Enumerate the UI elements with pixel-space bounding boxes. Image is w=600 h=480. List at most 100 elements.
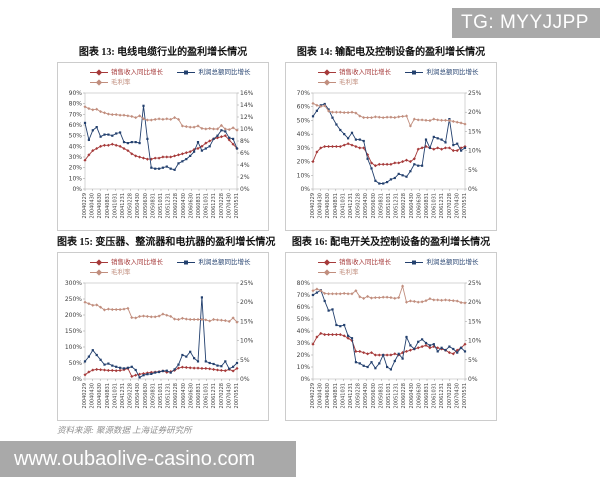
data-point-marker — [385, 353, 389, 357]
data-point-marker — [350, 337, 354, 340]
data-point-marker — [385, 162, 389, 166]
data-point-marker — [204, 366, 208, 370]
data-point-marker — [432, 135, 435, 138]
data-point-marker — [420, 300, 424, 304]
data-point-marker — [452, 347, 455, 351]
data-point-marker — [447, 298, 451, 302]
right-axis-tick-label: 10% — [240, 126, 254, 133]
data-point-marker — [138, 142, 141, 145]
left-axis-tick-label: 70% — [297, 292, 311, 299]
chart-legend: 销售收入同比增长 利润总额同比增长 毛利率 — [58, 67, 268, 87]
data-point-marker — [432, 298, 436, 302]
data-point-marker — [421, 338, 424, 341]
data-point-marker — [138, 155, 142, 159]
left-axis-tick-label: 20% — [297, 352, 311, 359]
x-axis-tick-label: 20050228 — [128, 383, 134, 408]
data-point-marker — [189, 350, 192, 353]
x-axis-tick-label: 20070228 — [219, 193, 225, 218]
data-point-marker — [342, 111, 346, 115]
left-axis-tick-label: 0% — [72, 186, 82, 193]
legend-marker-sales-icon — [90, 259, 108, 266]
data-point-marker — [102, 368, 107, 372]
data-point-marker — [161, 369, 164, 373]
data-point-marker — [428, 344, 431, 347]
left-axis-tick-label: 20% — [69, 165, 83, 172]
data-point-marker — [204, 360, 207, 363]
x-axis-tick-label: 20061031 — [204, 193, 210, 218]
data-point-marker — [95, 353, 98, 357]
data-point-marker — [212, 127, 216, 131]
data-point-marker — [413, 347, 416, 351]
data-point-marker — [118, 368, 122, 372]
x-axis-tick-label: 20051031 — [386, 383, 392, 408]
data-point-marker — [145, 118, 149, 122]
data-point-marker — [208, 139, 212, 143]
data-point-marker — [83, 105, 87, 109]
data-point-marker — [432, 343, 435, 346]
data-point-marker — [346, 111, 350, 115]
data-point-marker — [346, 142, 350, 146]
data-point-marker — [173, 116, 177, 120]
watermark-url: www.oubaolive-casino.com — [0, 441, 296, 477]
data-point-marker — [146, 137, 149, 140]
data-point-marker — [389, 115, 393, 119]
legend-marker-sales-icon — [318, 259, 336, 266]
x-axis-tick-label: 20041231 — [348, 383, 354, 408]
x-axis-tick-label: 20060831 — [196, 193, 202, 218]
data-point-marker — [373, 296, 377, 300]
data-point-marker — [451, 119, 455, 123]
data-point-marker — [382, 182, 385, 185]
data-point-marker — [397, 352, 400, 355]
right-axis-tick-label: 15% — [240, 318, 254, 325]
x-axis-tick-label: 20040630 — [97, 383, 103, 408]
data-point-marker — [200, 366, 204, 370]
data-point-marker — [83, 360, 87, 363]
left-axis-tick-label: 70% — [297, 90, 311, 97]
legend-marker-profit-icon — [405, 260, 424, 265]
data-point-marker — [231, 142, 235, 146]
legend-item-profit-growth: 利润总额同比增长 — [405, 68, 478, 78]
left-axis-tick-label: 40% — [297, 131, 311, 138]
x-axis-tick-label: 20050831 — [150, 383, 156, 408]
x-axis-tick-label: 20040430 — [90, 383, 96, 408]
data-point-marker — [370, 361, 373, 364]
x-axis-tick-label: 20040831 — [105, 193, 111, 218]
chart-title: 图表 15: 变压器、整流器和电抗器的盈利增长情况 — [57, 237, 276, 248]
data-point-marker — [421, 164, 424, 167]
x-axis-tick-label: 20070228 — [219, 383, 225, 408]
data-point-marker — [397, 296, 401, 300]
data-point-marker — [141, 314, 146, 318]
x-axis-tick-label: 20061231 — [211, 193, 217, 218]
data-point-marker — [227, 128, 231, 132]
left-axis-tick-label: 50% — [297, 316, 311, 323]
data-point-marker — [134, 141, 137, 144]
data-point-marker — [374, 179, 377, 182]
data-point-marker — [389, 296, 393, 300]
data-point-marker — [420, 146, 424, 150]
data-point-marker — [200, 149, 203, 152]
x-axis-tick-label: 20050831 — [378, 193, 384, 218]
data-point-marker — [331, 308, 334, 311]
data-point-marker — [350, 110, 354, 114]
data-point-marker — [219, 318, 223, 322]
legend-row: 毛利率 — [90, 267, 268, 277]
data-point-marker — [330, 144, 335, 149]
legend-marker-sales-icon — [90, 69, 108, 76]
right-axis-tick-label: 0% — [240, 186, 250, 193]
series-sales — [311, 142, 467, 168]
x-axis-tick-label: 20070430 — [454, 193, 460, 218]
data-point-marker — [397, 161, 401, 165]
chart-transformers: 图表 15: 变压器、整流器和电抗器的盈利增长情况 销售收入同比增长 利润总额同… — [57, 236, 276, 421]
right-axis-tick-label: 2% — [240, 174, 250, 181]
data-point-marker — [91, 108, 95, 112]
data-point-marker — [401, 174, 404, 177]
data-point-marker — [165, 165, 168, 168]
x-axis-tick-label: 20060430 — [181, 383, 187, 408]
data-point-marker — [460, 346, 463, 349]
series-margin — [311, 284, 467, 305]
chart-title: 图表 16: 配电开关及控制设备的盈利增长情况 — [291, 237, 491, 248]
data-point-marker — [95, 107, 99, 111]
data-point-marker — [216, 134, 219, 137]
data-point-marker — [366, 294, 370, 298]
data-point-marker — [173, 368, 176, 371]
